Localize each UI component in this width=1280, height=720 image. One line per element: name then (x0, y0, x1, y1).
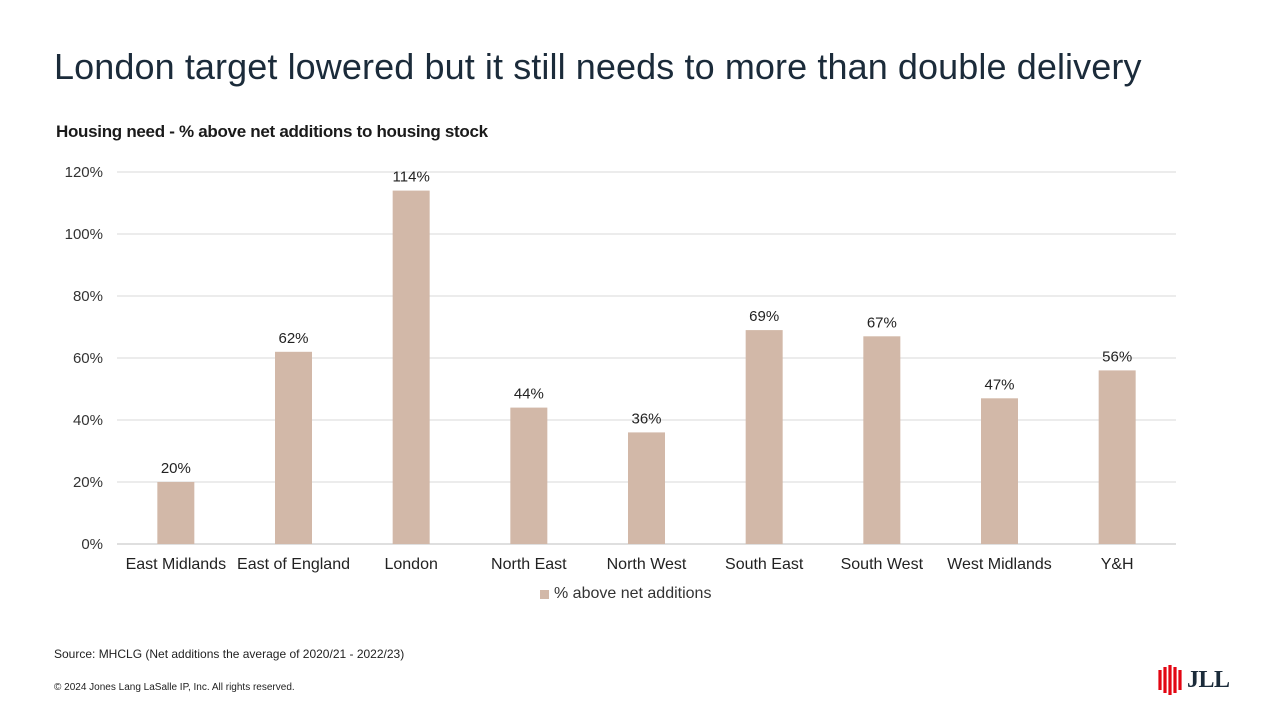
bar (981, 398, 1018, 544)
x-tick-label: East of England (237, 556, 350, 573)
data-label: 67% (867, 314, 897, 331)
logo-stripe (1158, 670, 1162, 690)
y-tick-label: 20% (73, 474, 103, 491)
bar (863, 336, 901, 544)
y-tick-label: 120% (65, 164, 103, 181)
data-label: 69% (749, 308, 779, 325)
bar (745, 330, 783, 544)
y-tick-label: 0% (81, 536, 103, 553)
data-label: 36% (631, 410, 661, 427)
data-label: 56% (1102, 348, 1132, 365)
logo-stripe (1173, 667, 1177, 693)
bar-chart: 0% 20% 40% 60% 80% 100% 120% 20% East Midlands 62… (65, 164, 1176, 573)
chart-legend: % above net additions (540, 585, 711, 603)
bar (157, 482, 195, 544)
logo-stripe (1178, 670, 1182, 690)
y-tick-label: 40% (73, 412, 103, 429)
data-label: 47% (984, 376, 1014, 393)
x-tick-label: East Midlands (126, 556, 227, 573)
x-tick-label: North East (491, 556, 567, 573)
chart-title: Housing need - % above net additions to … (56, 122, 488, 141)
bar (628, 432, 665, 544)
data-label: 20% (161, 460, 191, 477)
jll-logo: JLL (1156, 664, 1230, 696)
jll-logo-mark-icon (1158, 665, 1182, 695)
y-tick-label: 60% (73, 350, 103, 367)
slide-title: London target lowered but it still needs… (54, 46, 1142, 87)
x-tick-label: West Midlands (947, 556, 1052, 573)
data-label: 44% (514, 386, 544, 403)
data-label: 114% (393, 169, 430, 186)
x-tick-label: London (384, 556, 437, 573)
x-tick-label: South West (841, 556, 924, 573)
bar (392, 190, 430, 544)
logo-stripe (1163, 667, 1167, 693)
legend-label: % above net additions (554, 585, 712, 602)
bar (275, 351, 312, 544)
data-label: 62% (278, 330, 308, 347)
x-tick-label: Y&H (1101, 556, 1134, 573)
source-note: Source: MHCLG (Net additions the average… (54, 647, 405, 661)
copyright-note: © 2024 Jones Lang LaSalle IP, Inc. All r… (54, 682, 295, 693)
x-tick-label: South East (725, 556, 804, 573)
bar (510, 407, 548, 544)
y-tick-label: 100% (65, 226, 103, 243)
legend-swatch (540, 589, 549, 599)
y-tick-label: 80% (73, 288, 103, 305)
logo-stripe (1168, 665, 1172, 695)
jll-logo-wordmark: JLL (1187, 666, 1230, 693)
bar (1098, 370, 1136, 544)
x-tick-label: North West (607, 556, 687, 573)
